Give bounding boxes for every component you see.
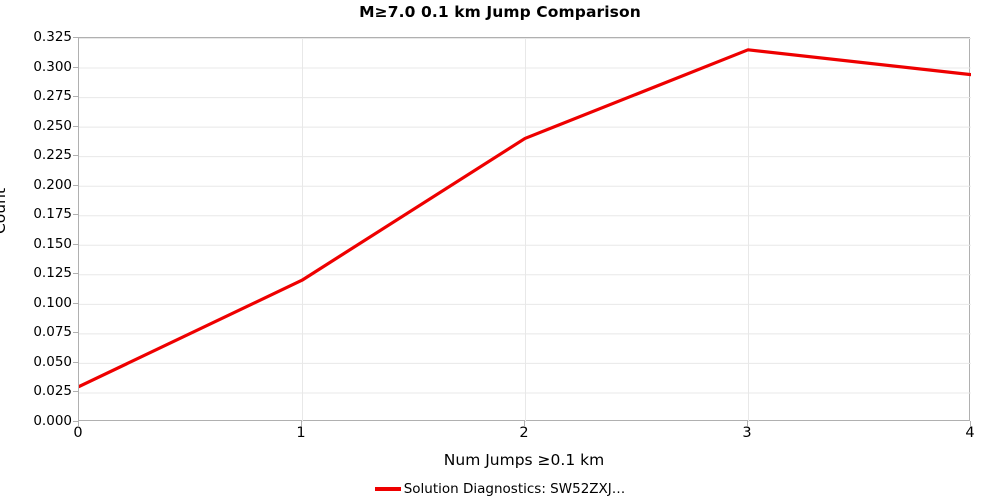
y-axis-tick-mark bbox=[73, 421, 78, 422]
y-axis-tick-mark bbox=[73, 243, 78, 245]
y-axis-tick-label: 0.050 bbox=[33, 353, 72, 370]
legend-line-swatch-icon bbox=[374, 487, 401, 491]
y-axis-tick-label: 0.300 bbox=[33, 58, 72, 75]
y-axis-tick-label: 0.250 bbox=[33, 117, 72, 134]
y-axis-tick-label: 0.150 bbox=[33, 235, 72, 252]
data-series-layer bbox=[79, 48, 971, 389]
x-axis-tick-label: 3 bbox=[742, 425, 752, 441]
y-axis-tick-label: 0.025 bbox=[33, 383, 72, 400]
x-axis-tick-label: 2 bbox=[519, 425, 529, 441]
gridlines bbox=[79, 38, 971, 422]
y-axis-tick-mark bbox=[73, 214, 78, 216]
x-axis-tick-mark bbox=[524, 421, 525, 426]
y-axis-tick-mark bbox=[73, 273, 78, 275]
x-axis-tick-mark bbox=[747, 421, 748, 426]
y-axis-tick-mark bbox=[73, 37, 78, 38]
y-axis-tick-label: 0.225 bbox=[33, 147, 72, 164]
data-line-series-0 bbox=[79, 48, 971, 389]
y-axis-tick-label: 0.325 bbox=[33, 29, 72, 45]
x-axis-tick-label: 0 bbox=[73, 425, 83, 441]
legend-entry[interactable]: Solution Diagnostics: SW52ZXJ… bbox=[374, 481, 626, 497]
x-axis-tick-mark bbox=[78, 421, 79, 426]
y-axis-tick-mark bbox=[73, 361, 78, 363]
y-axis-tick-labels: 0.000 0.025 0.050 0.075 0.100 0.125 0.150 0.175… bbox=[0, 30, 72, 428]
y-axis-tick-label: 0.175 bbox=[33, 206, 72, 223]
plot-area bbox=[78, 37, 971, 422]
x-axis-tick-label: 4 bbox=[965, 425, 975, 441]
y-axis-tick-label: 0.200 bbox=[33, 176, 72, 193]
x-axis-title: Num Jumps ≥0.1 km bbox=[443, 451, 605, 469]
y-axis-tick-mark bbox=[73, 66, 78, 68]
legend-entry-label: Solution Diagnostics: SW52ZXJ… bbox=[403, 481, 626, 497]
chart-legend: Solution Diagnostics: SW52ZXJ… bbox=[0, 479, 1000, 499]
y-axis-tick-label: 0.100 bbox=[33, 294, 72, 311]
y-axis-tick-label: 0.275 bbox=[33, 88, 72, 105]
y-axis-tick-mark bbox=[73, 184, 78, 186]
y-axis-tick-label: 0.125 bbox=[33, 265, 72, 282]
chart-title: M≥7.0 0.1 km Jump Comparison bbox=[359, 3, 641, 21]
x-axis-tick-label: 1 bbox=[296, 425, 306, 441]
y-axis-tick-mark bbox=[73, 96, 78, 98]
y-axis-tick-label: 0.075 bbox=[33, 324, 72, 341]
y-axis-tick-mark bbox=[73, 155, 78, 157]
y-axis-tick-mark bbox=[73, 332, 78, 334]
y-axis-tick-mark bbox=[73, 125, 78, 127]
y-axis-tick-label: 0.000 bbox=[33, 413, 72, 429]
x-axis-tick-mark bbox=[970, 421, 971, 426]
y-axis-tick-mark bbox=[73, 391, 78, 393]
x-axis-tick-mark bbox=[301, 421, 302, 426]
x-axis-tick-labels: 0 1 2 3 4 bbox=[73, 424, 974, 446]
y-axis-tick-mark bbox=[73, 302, 78, 304]
